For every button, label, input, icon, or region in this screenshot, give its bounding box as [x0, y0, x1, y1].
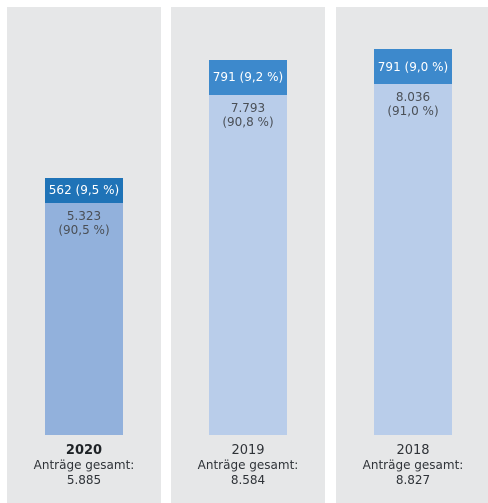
bar-base-label-2020: 5.323 (90,5 %): [45, 209, 123, 237]
column-footer-2018: 2018 Anträge gesamt: 8.827: [336, 443, 488, 488]
bar-base-percent-2018: (91,0 %): [387, 104, 439, 119]
totals-caption: Anträge gesamt:: [197, 458, 299, 472]
totals-caption: Anträge gesamt:: [33, 458, 135, 472]
bar-top-2018: 791 (9,0 %): [374, 49, 452, 85]
year-label-2020: 2020: [65, 443, 103, 458]
totals-caption: Anträge gesamt:: [362, 458, 464, 472]
year-label-2019: 2019: [231, 443, 265, 458]
bar-base-value-2018: 8.036: [395, 90, 431, 105]
bar-base-value-2020: 5.323: [66, 208, 102, 223]
bar-base-label-2019: 7.793 (90,8 %): [209, 101, 287, 129]
bar-base-value-2019: 7.793: [230, 100, 266, 115]
bar-base-percent-2019: (90,8 %): [222, 114, 274, 129]
column-footer-2020: 2020 Anträge gesamt: 5.885: [7, 443, 161, 488]
bar-top-2019: 791 (9,2 %): [209, 60, 287, 95]
total-value-2018: 8.827: [395, 473, 431, 487]
bar-base-percent-2020: (90,5 %): [58, 222, 110, 237]
bar-top-2020: 562 (9,5 %): [45, 177, 123, 203]
bar-base-2020: [45, 202, 123, 435]
bar-base-label-2018: 8.036 (91,0 %): [374, 90, 452, 118]
total-value-2019: 8.584: [230, 473, 266, 487]
bar-base-2018: [374, 84, 452, 435]
column-footer-2019: 2019 Anträge gesamt: 8.584: [171, 443, 325, 488]
year-label-2018: 2018: [396, 443, 430, 458]
bar-base-2019: [209, 94, 287, 435]
total-value-2020: 5.885: [66, 473, 102, 487]
